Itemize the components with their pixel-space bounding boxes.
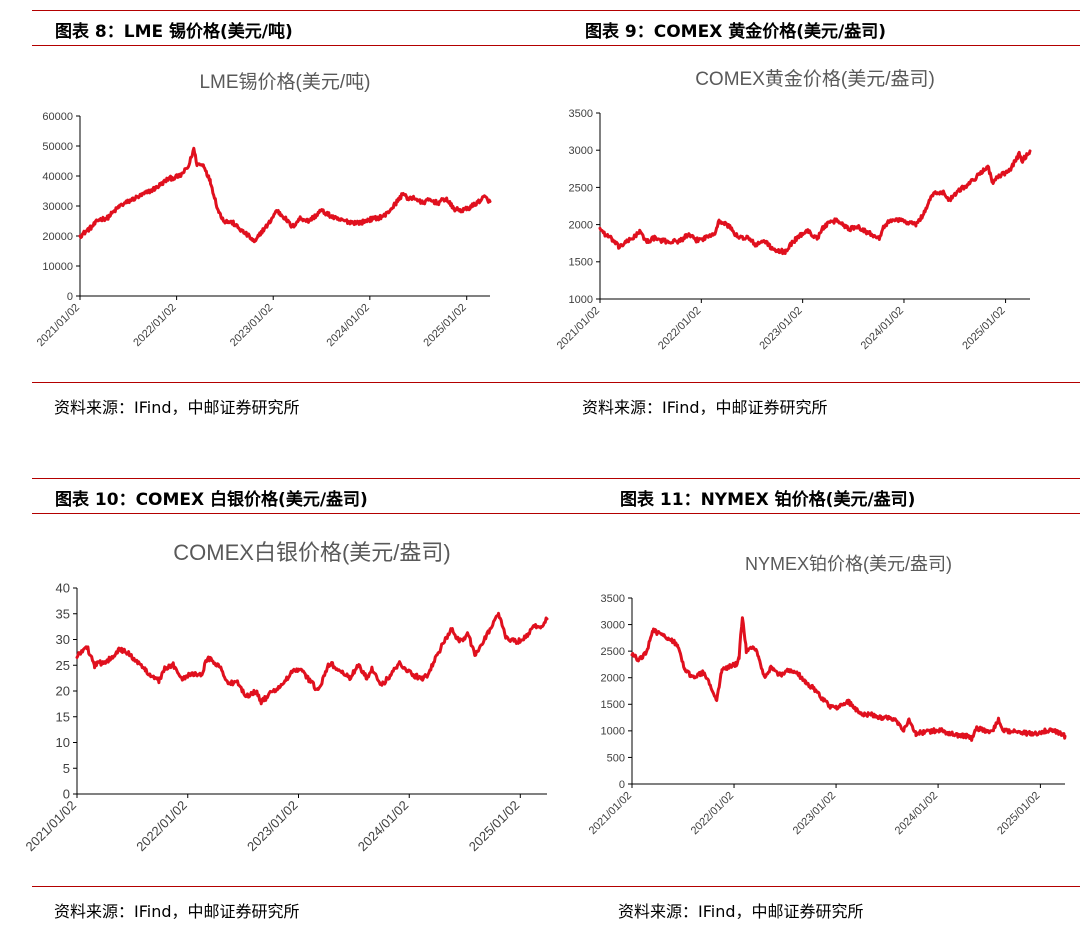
y-tick-label: 20: [56, 684, 70, 699]
chart-title: COMEX黄金价格(美元/盎司): [695, 68, 935, 90]
y-tick-label: 2000: [601, 673, 625, 685]
chart-nymex-platinum: NYMEX铂价格(美元/盎司) 0 500 1000 1500 2000 2500 3000 3…: [587, 554, 1067, 837]
y-tick-label: 0: [67, 291, 73, 303]
panel-header: 图表 8：LME 锡价格(美元/吨): [32, 10, 547, 46]
y-tick-label: 40000: [42, 171, 73, 183]
panel-header: 图表 11：NYMEX 铂价格(美元/盎司): [562, 478, 1080, 514]
chart-title: LME锡价格(美元/吨): [199, 71, 370, 93]
y-tick-label: 0: [619, 779, 625, 791]
x-tick-label: 2025/01/02: [960, 305, 1007, 352]
x-tick-label: 2021/01/02: [35, 302, 82, 349]
source-divider: [32, 886, 562, 887]
y-tick-label: 3000: [569, 145, 593, 157]
source-note: 资料来源：IFind，中邮证券研究所: [582, 398, 828, 417]
y-tick-label: 60000: [42, 111, 73, 123]
panel-nymex-platinum: 图表 11：NYMEX 铂价格(美元/盎司) NYMEX铂价格(美元/盎司) 0 5…: [562, 470, 1080, 929]
y-tick-label: 0: [63, 787, 70, 802]
y-tick-label: 40: [56, 581, 70, 596]
y-tick-label: 15: [56, 709, 70, 724]
y-tick-label: 1000: [569, 294, 593, 306]
y-tick-label: 1000: [601, 726, 625, 738]
x-tick-label: 2023/01/02: [791, 790, 838, 837]
y-tick-label: 3500: [601, 593, 625, 605]
y-tick-label: 3000: [601, 619, 625, 631]
y-tick-label: 2000: [569, 219, 593, 231]
x-tick-label: 2021/01/02: [22, 798, 79, 855]
panel-header: 图表 9：COMEX 黄金价格(美元/盎司): [547, 10, 1080, 46]
x-tick-label: 2023/01/02: [757, 305, 804, 352]
panel-heading: 图表 11：NYMEX 铂价格(美元/盎司): [620, 490, 916, 510]
series-line: [75, 611, 549, 706]
panel-header: 图表 10：COMEX 白银价格(美元/盎司): [32, 478, 562, 514]
y-tick-label: 35: [56, 606, 70, 621]
y-tick-label: 30: [56, 632, 70, 647]
x-tick-label: 2024/01/02: [325, 302, 372, 349]
y-tick-label: 1500: [569, 257, 593, 269]
y-tick-label: 2500: [601, 646, 625, 658]
panel-heading: 图表 8：LME 锡价格(美元/吨): [55, 22, 293, 42]
series-line: [598, 149, 1032, 256]
chart-lme-tin: LME锡价格(美元/吨) 0 10000 20000 30000 40000 50000 60…: [35, 71, 492, 349]
chart-title: COMEX白银价格(美元/盎司): [173, 540, 450, 565]
x-tick-label: 2021/01/02: [587, 790, 634, 837]
y-tick-label: 3500: [569, 108, 593, 120]
source-divider: [562, 886, 1080, 887]
panel-comex-silver: 图表 10：COMEX 白银价格(美元/盎司) COMEX白银价格(美元/盎司)…: [22, 470, 562, 929]
y-tick-label: 50000: [42, 141, 73, 153]
y-tick-label: 500: [607, 752, 625, 764]
x-tick-label: 2023/01/02: [228, 302, 275, 349]
y-tick-label: 10000: [42, 261, 73, 273]
y-tick-label: 10: [56, 735, 70, 750]
source-divider: [32, 382, 547, 383]
chart-title: NYMEX铂价格(美元/盎司): [745, 554, 952, 574]
y-tick-label: 20000: [42, 231, 73, 243]
panel-heading: 图表 9：COMEX 黄金价格(美元/盎司): [585, 22, 886, 42]
source-note: 资料来源：IFind，中邮证券研究所: [54, 902, 300, 921]
y-tick-label: 30000: [42, 201, 73, 213]
y-tick-label: 5: [63, 761, 70, 776]
x-tick-label: 2025/01/02: [466, 798, 523, 855]
x-tick-label: 2024/01/02: [893, 790, 940, 837]
x-tick-label: 2025/01/02: [421, 302, 468, 349]
x-tick-label: 2022/01/02: [133, 798, 190, 855]
panel-lme-tin: 图表 8：LME 锡价格(美元/吨) LME锡价格(美元/吨) 0 10000 200…: [32, 0, 547, 420]
y-tick-label: 25: [56, 658, 70, 673]
x-tick-label: 2021/01/02: [555, 305, 602, 352]
x-tick-label: 2024/01/02: [355, 798, 412, 855]
x-tick-label: 2022/01/02: [689, 790, 736, 837]
panel-comex-gold: 图表 9：COMEX 黄金价格(美元/盎司) COMEX黄金价格(美元/盎司) 1…: [547, 0, 1080, 420]
x-tick-label: 2022/01/02: [656, 305, 703, 352]
chart-comex-silver: COMEX白银价格(美元/盎司) 0 5 10 15 20 25 30 35 40 2021/01/…: [22, 540, 549, 855]
source-divider: [547, 382, 1080, 383]
x-tick-label: 2023/01/02: [244, 798, 301, 855]
y-tick-label: 1500: [601, 699, 625, 711]
source-note: 资料来源：IFind，中邮证券研究所: [618, 902, 864, 921]
series-line: [78, 146, 492, 244]
chart-comex-gold: COMEX黄金价格(美元/盎司) 1000 1500 2000 2500 3000 3500…: [555, 68, 1032, 352]
x-tick-label: 2024/01/02: [859, 305, 906, 352]
source-note: 资料来源：IFind，中邮证券研究所: [54, 398, 300, 417]
y-tick-label: 2500: [569, 182, 593, 194]
series-line: [630, 616, 1067, 742]
x-tick-label: 2022/01/02: [131, 302, 178, 349]
panel-heading: 图表 10：COMEX 白银价格(美元/盎司): [55, 490, 368, 510]
x-tick-label: 2025/01/02: [995, 790, 1042, 837]
